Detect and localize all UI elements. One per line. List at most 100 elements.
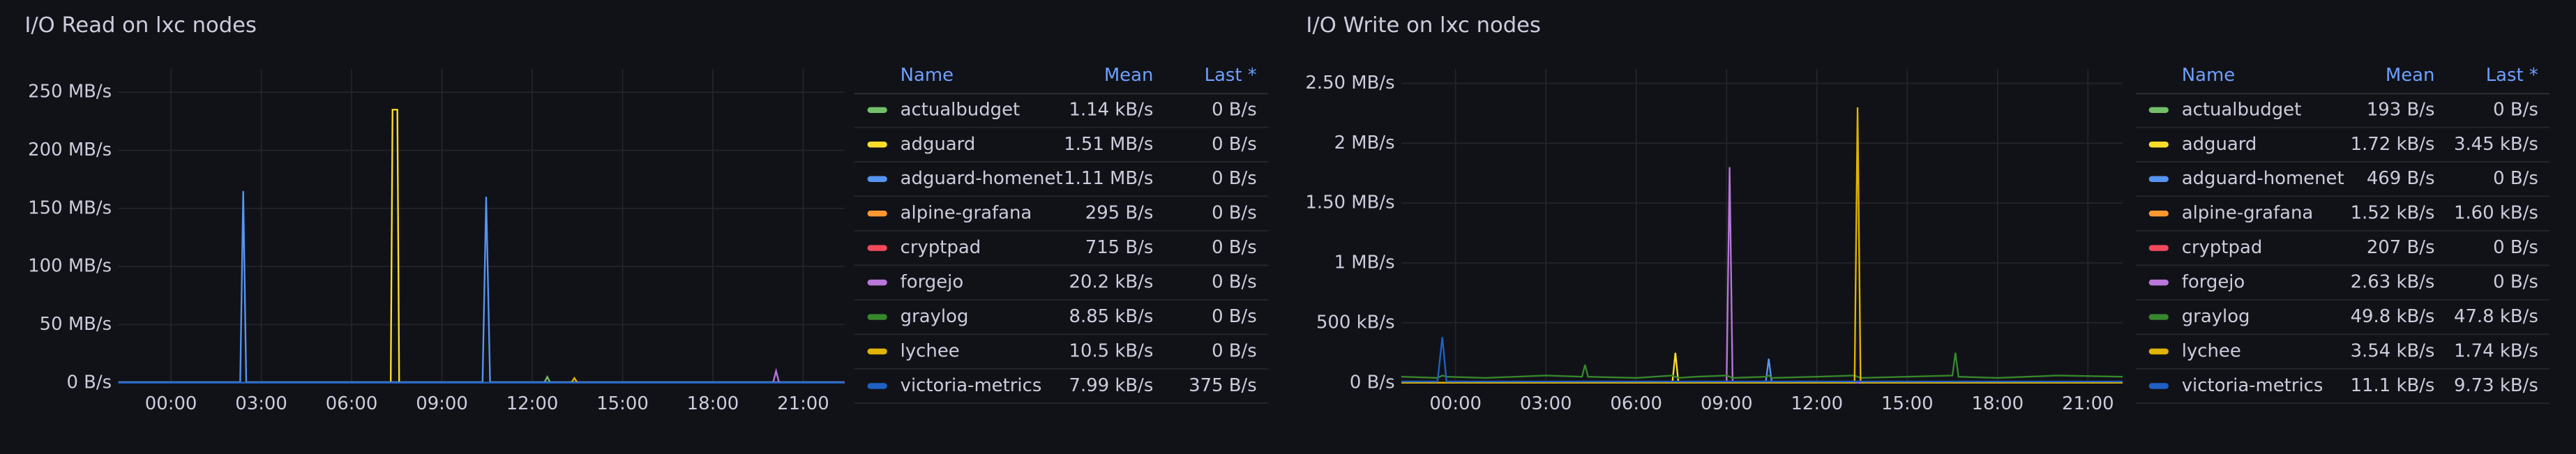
legend-header: Last * [2486,65,2538,86]
legend-mean: 207 B/s [2367,237,2435,258]
y-tick-label: 0 B/s [1350,372,1395,393]
legend-name: adguard-homenet [901,168,1063,189]
y-tick-label: 200 MB/s [28,139,112,160]
legend-name: alpine-grafana [901,203,1032,224]
y-tick-label: 50 MB/s [40,314,112,335]
legend-swatch [867,279,887,286]
legend-swatch [867,176,887,182]
legend-mean: 7.99 kB/s [1069,375,1154,396]
legend-swatch [2148,142,2169,148]
legend-mean: 469 B/s [2367,168,2435,189]
x-tick-label: 03:00 [235,393,287,414]
legend-mean: 1.14 kB/s [1069,99,1154,120]
x-tick-label: 21:00 [2062,393,2114,414]
panel-title: I/O Write on lxc nodes [1306,13,1541,38]
y-tick-label: 0 B/s [66,372,112,393]
legend-mean: 8.85 kB/s [1069,306,1154,327]
y-tick-label: 100 MB/s [28,256,112,277]
legend-swatch [867,383,887,389]
legend-name: alpine-grafana [2182,203,2314,224]
legend-header: Mean [1104,65,1154,86]
y-tick-label: 1.50 MB/s [1305,192,1394,213]
legend-mean: 3.54 kB/s [2351,341,2435,362]
series-line [1401,107,2123,384]
legend-name: forgejo [2182,272,2245,293]
legend-last: 0 B/s [1212,134,1257,155]
x-tick-label: 00:00 [145,393,197,414]
legend-last: 0 B/s [2493,272,2538,293]
legend-swatch [867,314,887,320]
legend-last: 0 B/s [1212,341,1257,362]
x-tick-label: 12:00 [506,393,559,414]
legend-mean: 10.5 kB/s [1069,341,1154,362]
legend-swatch [2148,383,2169,389]
legend-swatch [2148,314,2169,320]
x-tick-label: 09:00 [416,393,468,414]
x-tick-label: 06:00 [326,393,378,414]
legend-last: 0 B/s [2493,99,2538,120]
legend-header: Mean [2386,65,2435,86]
x-tick-label: 06:00 [1610,393,1662,414]
legend-mean: 1.72 kB/s [2351,134,2435,155]
legend-last: 1.74 kB/s [2454,341,2538,362]
legend-swatch [2148,245,2169,251]
legend-name: actualbudget [2182,99,2302,120]
legend-name: actualbudget [901,99,1020,120]
x-tick-label: 09:00 [1701,393,1753,414]
panel-title: I/O Read on lxc nodes [24,13,257,38]
legend-last: 0 B/s [1212,306,1257,327]
x-tick-label: 18:00 [1971,393,2024,414]
legend-name: cryptpad [2182,237,2263,258]
legend-mean: 715 B/s [1085,237,1154,258]
legend-swatch [2148,176,2169,182]
legend-header: Name [2182,65,2235,86]
series-line [1401,337,2123,383]
legend-swatch [867,210,887,217]
legend-mean: 1.52 kB/s [2351,203,2435,224]
legend-name: graylog [901,306,969,327]
legend-last: 0 B/s [1212,99,1257,120]
legend-name: lychee [2182,341,2241,362]
legend-mean: 193 B/s [2367,99,2435,120]
legend-swatch [2148,210,2169,217]
legend-name: graylog [2182,306,2250,327]
y-tick-label: 500 kB/s [1316,312,1395,333]
legend-last: 9.73 kB/s [2454,375,2538,396]
legend-last: 3.45 kB/s [2454,134,2538,155]
series-line [1401,352,2123,379]
y-tick-label: 2 MB/s [1334,133,1395,153]
legend-last: 0 B/s [1212,168,1257,189]
legend-swatch [2148,279,2169,286]
legend-last: 0 B/s [2493,237,2538,258]
legend-swatch [2148,348,2169,355]
legend-name: victoria-metrics [2182,375,2323,396]
legend-swatch [867,107,887,114]
legend-name: lychee [901,341,960,362]
legend-mean: 1.51 MB/s [1064,134,1153,155]
x-tick-label: 12:00 [1791,393,1843,414]
y-tick-label: 1 MB/s [1334,252,1395,273]
legend-header: Last * [1205,65,1257,86]
legend-name: victoria-metrics [901,375,1042,396]
x-tick-label: 15:00 [596,393,649,414]
legend-last: 0 B/s [1212,272,1257,293]
legend-last: 0 B/s [1212,203,1257,224]
legend-swatch [867,245,887,251]
legend-swatch [2148,107,2169,114]
x-tick-label: 18:00 [687,393,739,414]
y-tick-label: 250 MB/s [28,82,112,103]
legend-name: forgejo [901,272,964,293]
x-tick-label: 00:00 [1429,393,1482,414]
x-tick-label: 03:00 [1520,393,1572,414]
legend-name: adguard [2182,134,2257,155]
y-tick-label: 2.50 MB/s [1305,73,1394,93]
legend-last: 0 B/s [2493,168,2538,189]
legend-mean: 11.1 kB/s [2351,375,2435,396]
legend-name: adguard [901,134,976,155]
legend-last: 47.8 kB/s [2454,306,2538,327]
legend-mean: 20.2 kB/s [1069,272,1154,293]
legend-name: cryptpad [901,237,981,258]
legend-mean: 295 B/s [1085,203,1154,224]
